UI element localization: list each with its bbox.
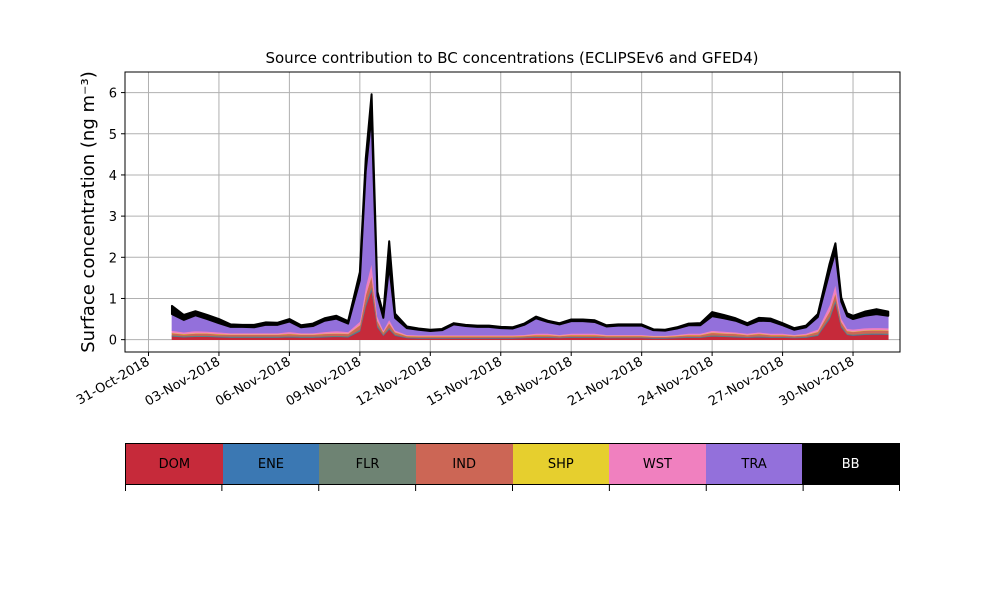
- legend-wst: WST: [609, 444, 706, 484]
- colorbar-legend: DOM ENE FLR IND SHP WST TRA BB: [125, 443, 900, 485]
- y-tick-label: 5: [109, 128, 117, 143]
- x-tick-label: 15-Nov-2018: [424, 354, 504, 409]
- x-tick-label: 06-Nov-2018: [213, 354, 293, 409]
- x-tick-label: 31-Oct-2018: [74, 354, 152, 408]
- y-axis-label: Surface concentration (ng m⁻³): [78, 71, 99, 353]
- area-tra: [171, 114, 889, 336]
- y-axis: 0 1 2 3 4 5 6: [109, 87, 125, 349]
- y-tick-label: 2: [109, 251, 117, 266]
- y-tick-label: 0: [109, 334, 117, 349]
- x-tick-label: 24-Nov-2018: [636, 354, 716, 409]
- chart-title: Source contribution to BC concentrations…: [265, 49, 758, 67]
- y-tick-label: 1: [109, 292, 117, 307]
- plot-frame: [124, 71, 901, 353]
- legend-shp: SHP: [512, 444, 610, 484]
- chart-areas: [170, 93, 890, 340]
- x-tick-label: 30-Nov-2018: [777, 354, 857, 409]
- x-tick-label: 21-Nov-2018: [565, 354, 645, 409]
- legend-tra: TRA: [705, 444, 803, 484]
- y-tick-label: 3: [109, 210, 117, 225]
- legend-ind: IND: [415, 444, 513, 484]
- x-tick-label: 03-Nov-2018: [143, 354, 223, 409]
- area-bb: [170, 93, 890, 332]
- legend-flr: FLR: [319, 444, 416, 484]
- y-tick-label: 4: [109, 169, 117, 184]
- chart-grid: [125, 72, 900, 352]
- x-tick-label: 18-Nov-2018: [495, 354, 575, 409]
- x-tick-label: 09-Nov-2018: [284, 354, 364, 409]
- x-tick-label: 12-Nov-2018: [354, 354, 434, 409]
- y-tick-label: 6: [109, 87, 117, 102]
- legend-ene: ENE: [222, 444, 320, 484]
- legend-bb: BB: [802, 444, 899, 484]
- colorbar-ticks: [125, 485, 900, 491]
- x-axis: 31-Oct-201803-Nov-201806-Nov-201809-Nov-…: [74, 352, 857, 409]
- legend-dom: DOM: [126, 444, 223, 484]
- x-tick-label: 27-Nov-2018: [706, 354, 786, 409]
